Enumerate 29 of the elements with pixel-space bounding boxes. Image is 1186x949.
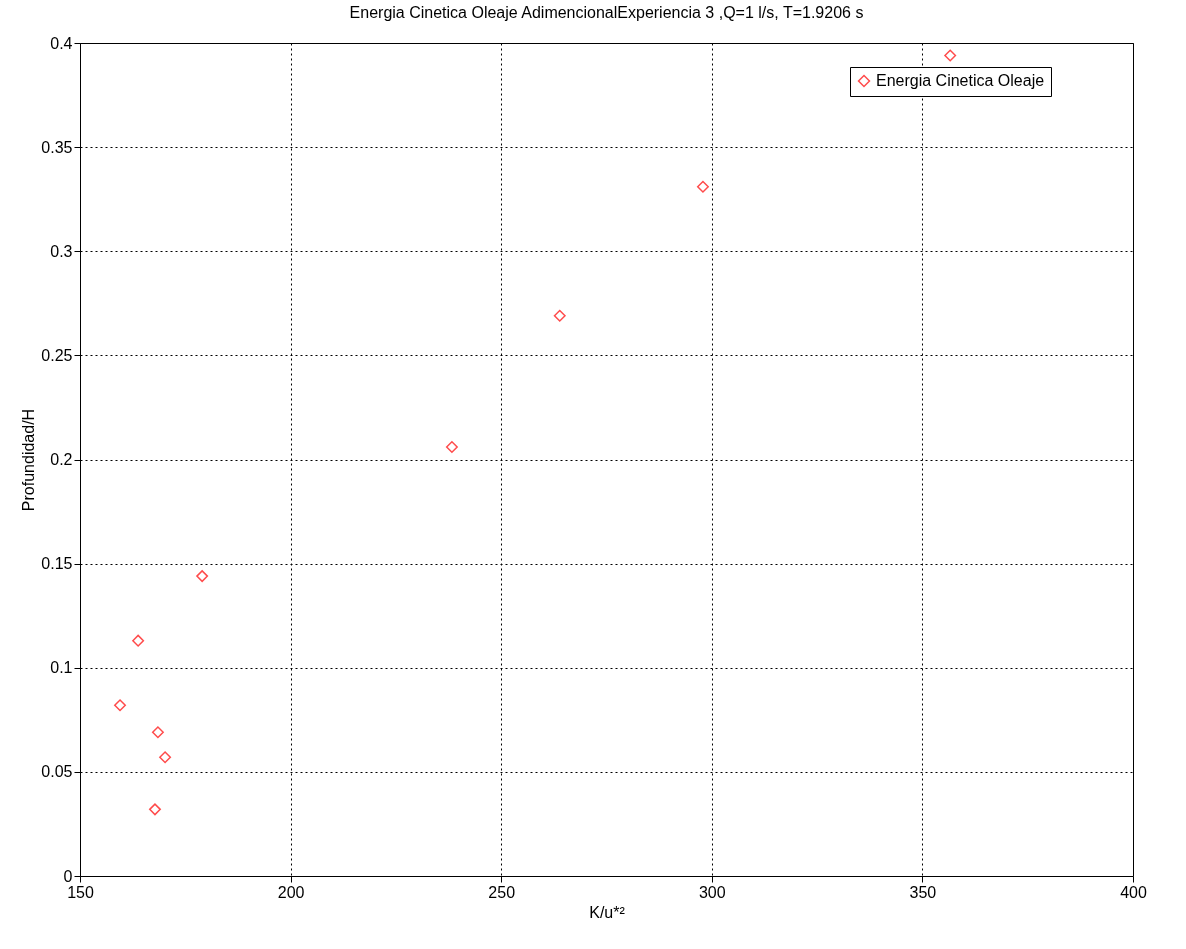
point bbox=[132, 634, 145, 647]
y-axis-title: Profundidad/H bbox=[20, 408, 38, 512]
y-tick-label: 0.15 bbox=[41, 555, 73, 573]
y-tick-label: 0.05 bbox=[41, 763, 73, 781]
legend-label: Energia Cinetica Oleaje bbox=[876, 72, 1045, 89]
x-axis-title: K/u*² bbox=[589, 903, 626, 921]
y-tick-label: 0.2 bbox=[50, 451, 73, 468]
y-tick-label: 0.35 bbox=[41, 138, 73, 156]
chart-title: Energia Cinetica Oleaje AdimencionalExperiencia 3 ,Q=1 l/s, T=1.9206 s bbox=[349, 4, 864, 21]
x-tick-label: 300 bbox=[698, 883, 726, 901]
y-tick-label: 0.4 bbox=[50, 34, 73, 52]
point bbox=[696, 180, 709, 193]
point bbox=[553, 309, 566, 322]
x-tick-label: 350 bbox=[909, 883, 937, 901]
point bbox=[445, 441, 458, 453]
x-tick-label: 400 bbox=[1120, 883, 1147, 901]
y-tick-label: 0.1 bbox=[50, 659, 73, 677]
point bbox=[114, 699, 127, 712]
y-tick-label: 0 bbox=[63, 867, 73, 885]
y-tick-label: 0.3 bbox=[50, 242, 73, 260]
x-tick-label: 200 bbox=[277, 883, 305, 901]
point bbox=[151, 726, 164, 739]
point bbox=[159, 751, 172, 764]
point bbox=[944, 49, 957, 62]
point bbox=[148, 803, 161, 816]
y-tick-label: 0.25 bbox=[41, 346, 73, 364]
x-tick-label: 150 bbox=[67, 883, 94, 901]
point bbox=[196, 570, 209, 583]
x-tick-label: 250 bbox=[488, 883, 516, 901]
